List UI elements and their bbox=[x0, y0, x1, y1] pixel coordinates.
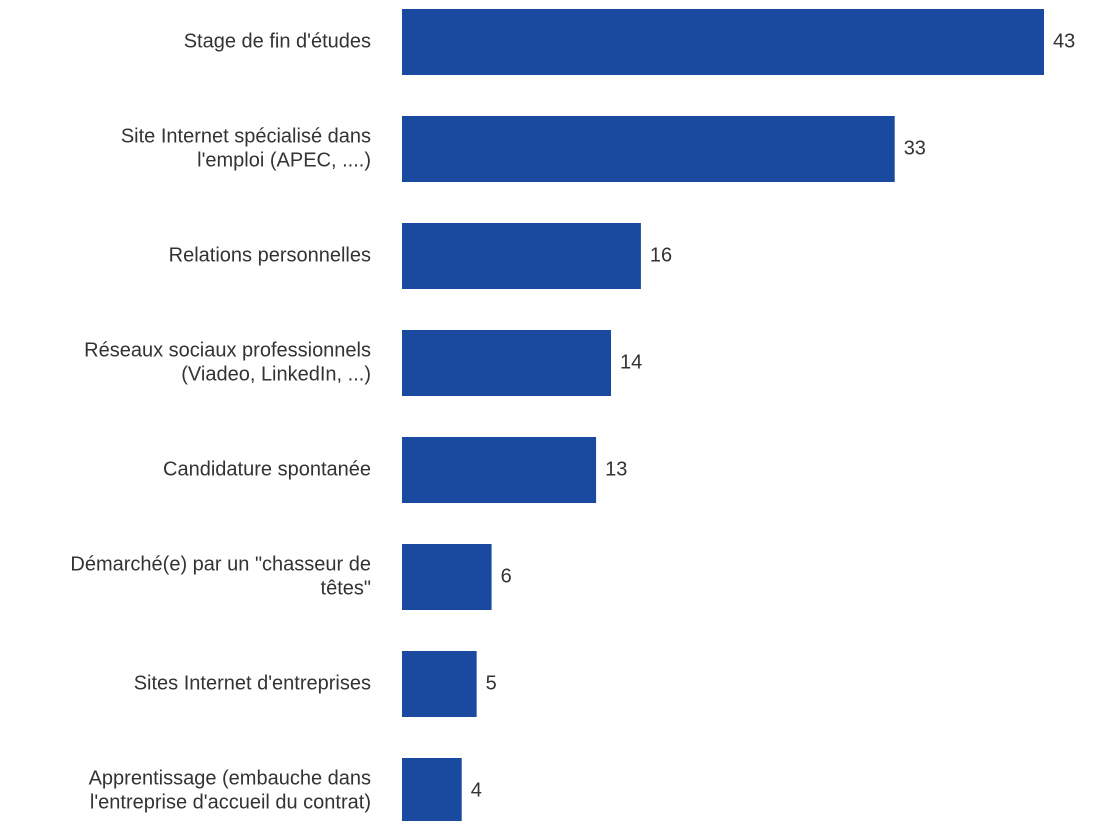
category-label-0-line-0: Stage de fin d'études bbox=[184, 30, 371, 52]
bar-1 bbox=[402, 116, 895, 182]
category-label-2-line-0: Relations personnelles bbox=[169, 244, 371, 266]
category-label-1-line-0: Site Internet spécialisé dans bbox=[121, 125, 371, 147]
value-label-1: 33 bbox=[904, 137, 926, 159]
category-label-1-line-1: l'emploi (APEC, ....) bbox=[197, 149, 371, 171]
value-label-3: 14 bbox=[620, 351, 642, 373]
category-label-3-line-0: Réseaux sociaux professionnels bbox=[84, 339, 371, 361]
category-label-7-line-1: l'entreprise d'accueil du contrat) bbox=[90, 791, 371, 813]
bars-group bbox=[402, 9, 1044, 821]
value-labels-group: 43 33 16 14 13 6 5 4 bbox=[471, 30, 1076, 801]
category-label-2: Relations personnelles bbox=[169, 244, 371, 266]
bar-5 bbox=[402, 544, 492, 610]
bar-3 bbox=[402, 330, 612, 396]
bar-7 bbox=[402, 758, 462, 821]
category-label-7-line-0: Apprentissage (embauche dans bbox=[89, 767, 371, 789]
category-label-6-line-0: Sites Internet d'entreprises bbox=[134, 672, 371, 694]
bar-6 bbox=[402, 651, 477, 717]
value-label-4: 13 bbox=[605, 458, 627, 480]
value-label-7: 4 bbox=[471, 779, 482, 801]
category-label-7: Apprentissage (embauche dans l'entreprise… bbox=[89, 767, 371, 813]
category-label-6: Sites Internet d'entreprises bbox=[134, 672, 371, 694]
value-label-5: 6 bbox=[501, 565, 512, 587]
bar-2 bbox=[402, 223, 641, 289]
category-label-0: Stage de fin d'études bbox=[184, 30, 371, 52]
category-label-4-line-0: Candidature spontanée bbox=[163, 458, 371, 480]
category-label-1: Site Internet spécialisé dans l'emploi (A… bbox=[121, 125, 371, 171]
category-label-5: Démarché(e) par un "chasseur de têtes" bbox=[70, 553, 371, 599]
category-label-3-line-1: (Viadeo, LinkedIn, ...) bbox=[181, 363, 371, 385]
value-label-2: 16 bbox=[650, 244, 672, 266]
bar-0 bbox=[402, 9, 1044, 75]
category-label-3: Réseaux sociaux professionnels (Viadeo, L… bbox=[84, 339, 371, 385]
bar-4 bbox=[402, 437, 597, 503]
category-labels-group: Stage de fin d'études Site Internet spéci… bbox=[70, 30, 371, 813]
category-label-4: Candidature spontanée bbox=[163, 458, 371, 480]
category-label-5-line-1: têtes" bbox=[321, 577, 371, 599]
value-label-6: 5 bbox=[486, 672, 497, 694]
value-label-0: 43 bbox=[1053, 30, 1075, 52]
category-label-5-line-0: Démarché(e) par un "chasseur de bbox=[70, 553, 371, 575]
